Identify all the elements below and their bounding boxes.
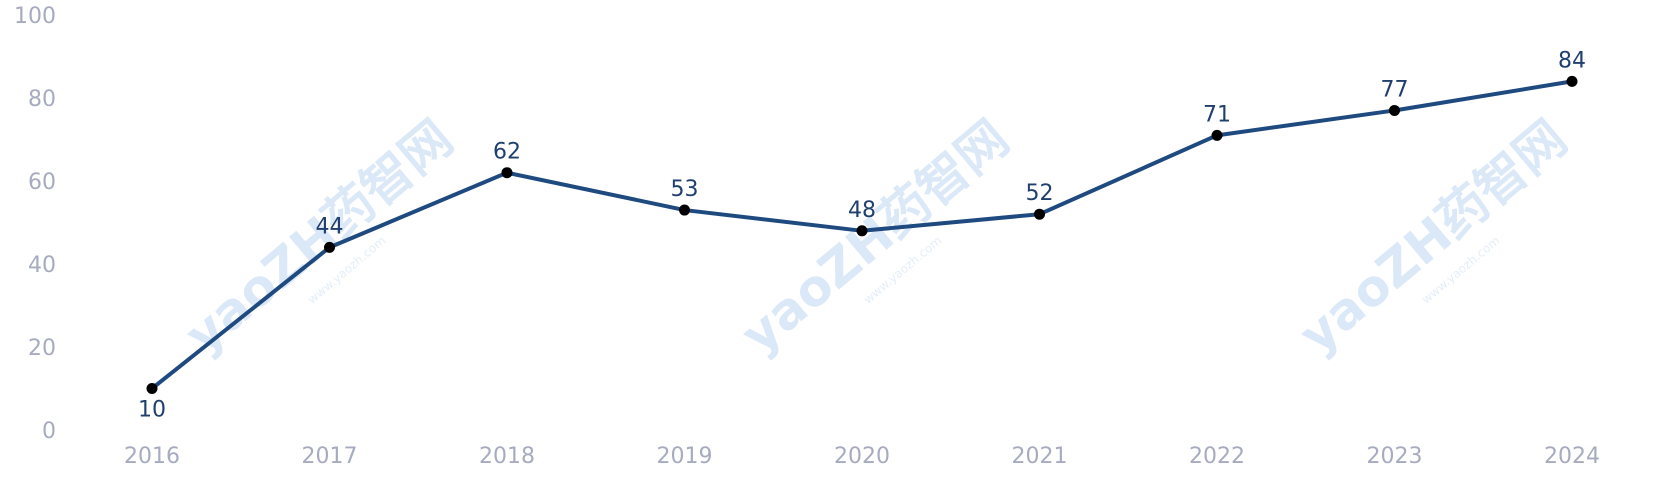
x-tick-label: 2022 <box>1189 444 1245 469</box>
y-tick-label: 60 <box>28 170 56 195</box>
data-point <box>1389 104 1400 116</box>
data-label: 48 <box>848 198 876 223</box>
data-point <box>679 204 690 216</box>
data-label: 71 <box>1203 102 1231 127</box>
data-label: 84 <box>1558 48 1586 73</box>
y-axis: 0 20 40 60 80 100 <box>14 4 56 444</box>
y-tick-label: 100 <box>14 4 56 29</box>
watermark-text: yaoZH药智网 <box>730 109 1019 365</box>
data-point <box>501 167 513 179</box>
data-point <box>1566 75 1578 87</box>
data-point <box>856 225 868 237</box>
data-label: 52 <box>1026 181 1054 206</box>
data-label: 62 <box>493 140 521 165</box>
x-tick-label: 2024 <box>1544 444 1600 469</box>
data-label: 53 <box>671 177 699 202</box>
x-axis: 2016 2017 2018 2019 2020 2021 2022 2023 2024 <box>124 444 1600 469</box>
x-tick-label: 2016 <box>124 444 180 469</box>
y-tick-label: 20 <box>28 336 56 361</box>
x-tick-label: 2023 <box>1367 444 1423 469</box>
data-point <box>324 241 335 253</box>
data-label: 10 <box>138 398 166 423</box>
data-labels: 10 44 62 53 48 52 71 77 84 <box>138 48 1586 422</box>
x-tick-label: 2020 <box>834 444 890 469</box>
x-tick-label: 2021 <box>1012 444 1068 469</box>
x-tick-label: 2018 <box>479 444 535 469</box>
data-points <box>146 75 1578 394</box>
x-tick-label: 2017 <box>302 444 358 469</box>
data-point <box>1034 208 1045 220</box>
y-tick-label: 80 <box>28 87 56 112</box>
y-tick-label: 0 <box>42 419 56 444</box>
y-tick-label: 40 <box>28 253 56 278</box>
watermark-text: yaoZH药智网 <box>1288 109 1577 365</box>
data-point <box>146 383 158 394</box>
data-point <box>1211 129 1223 141</box>
data-label: 77 <box>1381 77 1409 102</box>
x-tick-label: 2019 <box>657 444 713 469</box>
data-label: 44 <box>316 214 344 239</box>
